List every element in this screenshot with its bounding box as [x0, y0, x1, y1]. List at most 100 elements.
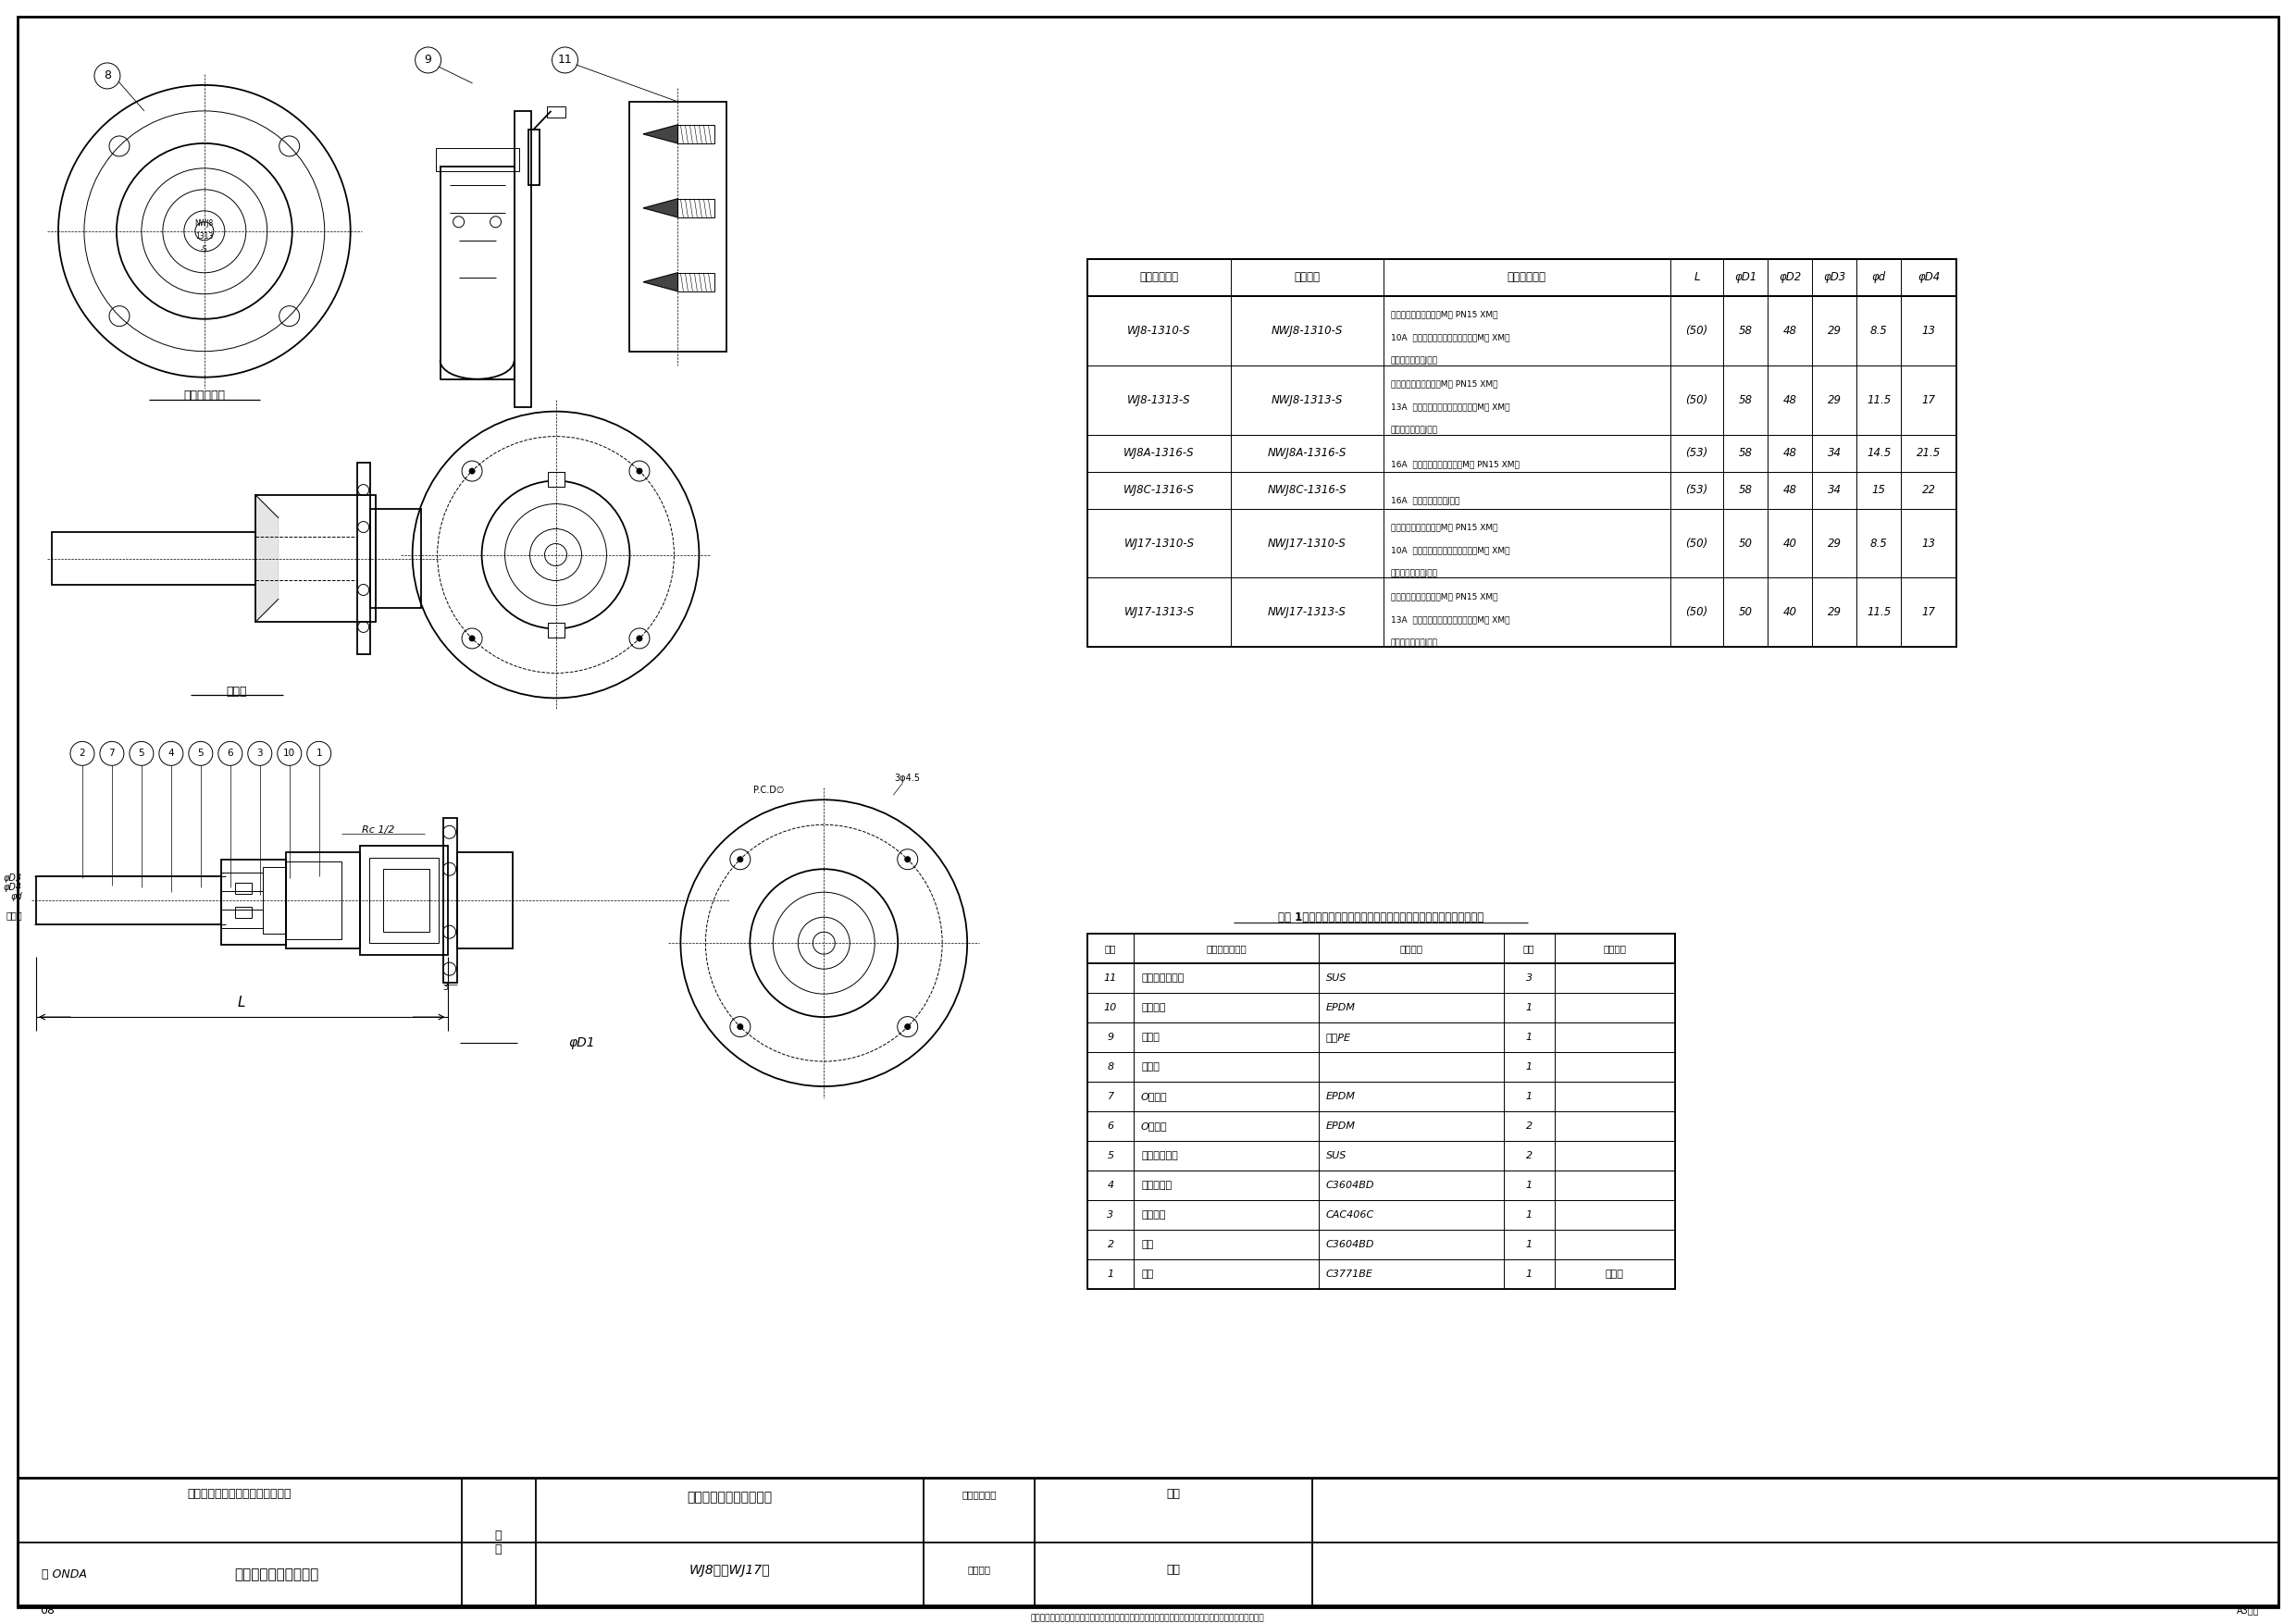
Text: 製品の改良及び該当の事項により品番、仕様、寸法など変更、製造中止を予告なく行うことがあります。: 製品の改良及び該当の事項により品番、仕様、寸法など変更、製造中止を予告なく行うこ… [1031, 1613, 1265, 1621]
Text: C3604BD: C3604BD [1327, 1240, 1375, 1250]
Text: 2: 2 [1525, 1151, 1531, 1160]
Text: WJ8型・WJ17型: WJ8型・WJ17型 [689, 1563, 769, 1576]
Text: NWJ17-1310-S: NWJ17-1310-S [1267, 537, 1345, 549]
Text: 10: 10 [282, 748, 296, 758]
Bar [234, 907, 253, 919]
Polygon shape [255, 495, 278, 622]
Text: 9: 9 [425, 54, 432, 67]
Text: φD1: φD1 [569, 1037, 595, 1050]
Text: 上記: 上記 [1166, 1565, 1180, 1576]
Text: 48: 48 [1784, 446, 1798, 459]
Text: 40: 40 [1784, 607, 1798, 618]
Text: 1: 1 [1525, 1063, 1531, 1071]
Text: 48: 48 [1784, 325, 1798, 336]
Circle shape [737, 857, 744, 862]
Text: ロックリング: ロックリング [1141, 1151, 1178, 1160]
Bar [1088, 1199, 1674, 1230]
Text: 架橋ポリエチレン管（M種 PN15 XM）: 架橋ポリエチレン管（M種 PN15 XM） [1391, 310, 1497, 318]
Text: ポリブテン管（J管）: ポリブテン管（J管） [1391, 570, 1437, 578]
Text: 2: 2 [1525, 1121, 1531, 1131]
Text: 材　　質: 材 質 [1401, 945, 1424, 953]
Text: 10A  水道用架橋ポリエチレン管（M種 XM）: 10A 水道用架橋ポリエチレン管（M種 XM） [1391, 545, 1511, 555]
Text: A3製図: A3製図 [2236, 1607, 2259, 1615]
Text: 本体: 本体 [1141, 1269, 1153, 1279]
Bar [1088, 933, 1674, 1289]
Text: 株式会社オンダ製作所: 株式会社オンダ製作所 [234, 1568, 319, 1581]
Text: 29: 29 [1828, 607, 1841, 618]
Text: 1: 1 [1525, 1003, 1531, 1013]
Text: 13A  水道用架橋ポリエチレン管（M種 XM）: 13A 水道用架橋ポリエチレン管（M種 XM） [1391, 615, 1511, 623]
Bar [220, 860, 285, 945]
Text: 7: 7 [1107, 1092, 1114, 1100]
Bar [1088, 933, 1674, 964]
Text: L: L [236, 995, 246, 1010]
Text: 皿タッピンねじ: 皿タッピンねじ [1141, 974, 1185, 984]
Text: 2: 2 [80, 748, 85, 758]
Text: 10A  水道用架橋ポリエチレン管（M種 XM）: 10A 水道用架橋ポリエチレン管（M種 XM） [1391, 333, 1511, 341]
Text: NWJ8C-1316-S: NWJ8C-1316-S [1267, 484, 1348, 497]
Bar [1088, 1141, 1674, 1170]
Bar [436, 148, 519, 170]
Text: 34: 34 [1828, 484, 1841, 497]
Bar [1088, 1259, 1674, 1289]
Text: 3: 3 [1525, 974, 1531, 984]
Bar [1088, 1230, 1674, 1259]
Bar [514, 110, 530, 407]
Text: 29: 29 [1828, 325, 1841, 336]
Text: 11: 11 [558, 54, 572, 67]
Text: 1: 1 [1525, 1180, 1531, 1190]
Text: 5: 5 [1107, 1151, 1114, 1160]
Bar [1088, 260, 1956, 295]
Bar [370, 508, 420, 609]
Bar [285, 862, 342, 940]
Text: -S: -S [200, 245, 209, 253]
Text: Rc 1/2: Rc 1/2 [363, 826, 395, 834]
Text: 1313: 1313 [195, 232, 214, 240]
Text: 1: 1 [1525, 1240, 1531, 1250]
Text: (50): (50) [1685, 325, 1708, 336]
Text: 21.5: 21.5 [1917, 446, 1940, 459]
Text: Oリング: Oリング [1141, 1092, 1169, 1100]
Text: SUS: SUS [1327, 974, 1348, 984]
Text: スペーサー: スペーサー [1141, 1180, 1171, 1190]
Text: 11.5: 11.5 [1867, 607, 1892, 618]
Text: NWJ17-1313-S: NWJ17-1313-S [1267, 607, 1345, 618]
Text: (50): (50) [1685, 607, 1708, 618]
Text: 部　品　名　称: 部 品 名 称 [1205, 945, 1247, 953]
Bar [677, 125, 714, 143]
Text: WJ8-1310-S: WJ8-1310-S [1127, 325, 1192, 336]
Text: φD3: φD3 [1823, 271, 1846, 284]
Bar [1088, 578, 1956, 648]
Text: 8: 8 [103, 70, 110, 81]
Text: C3604BD: C3604BD [1327, 1180, 1375, 1190]
Bar [53, 532, 255, 586]
Text: 8.5: 8.5 [1871, 325, 1887, 336]
Text: 7: 7 [108, 748, 115, 758]
Bar [546, 472, 565, 487]
Text: 社内品番: 社内品番 [967, 1565, 992, 1574]
Circle shape [636, 469, 643, 474]
Text: φd: φd [1871, 271, 1885, 284]
Text: CAC406C: CAC406C [1327, 1211, 1375, 1219]
Text: 16A  ポリブテン管（J管）: 16A ポリブテン管（J管） [1391, 497, 1460, 505]
Text: φD1: φD1 [1733, 271, 1756, 284]
Text: 1: 1 [317, 748, 321, 758]
Text: 4: 4 [168, 748, 174, 758]
Text: 製　品　図　面　第　三　角　法: 製 品 図 面 第 三 角 法 [188, 1488, 292, 1500]
Bar [629, 102, 728, 351]
Bar [220, 873, 262, 891]
Text: メッキ: メッキ [1605, 1269, 1623, 1279]
Text: NWJ8-1310-S: NWJ8-1310-S [1272, 325, 1343, 336]
Text: パッキン: パッキン [1141, 1003, 1166, 1013]
Circle shape [636, 636, 643, 641]
Bar [255, 495, 377, 622]
Text: EPDM: EPDM [1327, 1092, 1355, 1100]
Text: 11.5: 11.5 [1867, 394, 1892, 406]
Text: 48: 48 [1784, 484, 1798, 497]
Bar [1088, 508, 1956, 578]
Text: 58: 58 [1738, 446, 1752, 459]
Text: φD4: φD4 [5, 883, 23, 893]
Bar [677, 273, 714, 291]
Text: 架橋ポリエチレン管（M種 PN15 XM）: 架橋ポリエチレン管（M種 PN15 XM） [1391, 380, 1497, 388]
Bar [1088, 1112, 1674, 1141]
